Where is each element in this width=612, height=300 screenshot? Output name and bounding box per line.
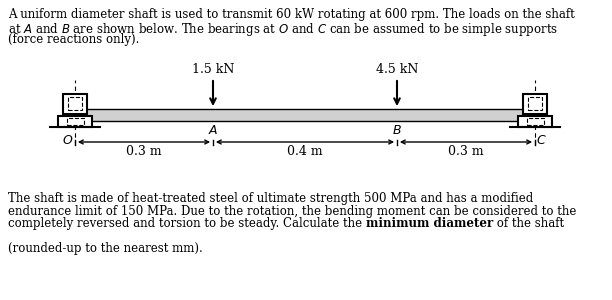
Bar [518,116,552,127]
Text: 4.5 kN: 4.5 kN [376,63,418,76]
Bar [526,118,543,125]
Text: A uniform diameter shaft is used to transmit 60 kW rotating at 600 rpm. The load: A uniform diameter shaft is used to tran… [8,8,575,21]
Bar [69,98,81,110]
Bar [63,94,87,114]
Text: $\mathit{C}$: $\mathit{C}$ [536,134,547,147]
Text: $\mathit{A}$: $\mathit{A}$ [208,124,218,137]
Bar [75,109,535,121]
Text: 0.3 m: 0.3 m [448,145,484,158]
Text: at $\mathit{A}$ and $\mathit{B}$ are shown below. The bearings at $\mathit{O}$ a: at $\mathit{A}$ and $\mathit{B}$ are sho… [8,20,558,38]
Text: $\mathit{B}$: $\mathit{B}$ [392,124,402,137]
Text: endurance limit of 150 MPa. Due to the rotation, the bending moment can be consi: endurance limit of 150 MPa. Due to the r… [8,205,577,218]
Text: 0.4 m: 0.4 m [287,145,323,158]
Text: of the shaft: of the shaft [493,217,564,230]
Bar [528,98,542,110]
Text: completely reversed and torsion to be steady. Calculate the: completely reversed and torsion to be st… [8,217,366,230]
Bar [67,118,83,125]
Text: (force reactions only).: (force reactions only). [8,33,140,46]
Text: (rounded-up to the nearest mm).: (rounded-up to the nearest mm). [8,242,203,255]
Text: minimum diameter: minimum diameter [366,217,493,230]
Text: $\mathit{O}$: $\mathit{O}$ [62,134,73,147]
Bar [523,94,547,114]
Bar [58,116,92,127]
Text: 0.3 m: 0.3 m [126,145,162,158]
Text: 1.5 kN: 1.5 kN [192,63,234,76]
Text: The shaft is made of heat-treated steel of ultimate strength 500 MPa and has a m: The shaft is made of heat-treated steel … [8,192,533,205]
